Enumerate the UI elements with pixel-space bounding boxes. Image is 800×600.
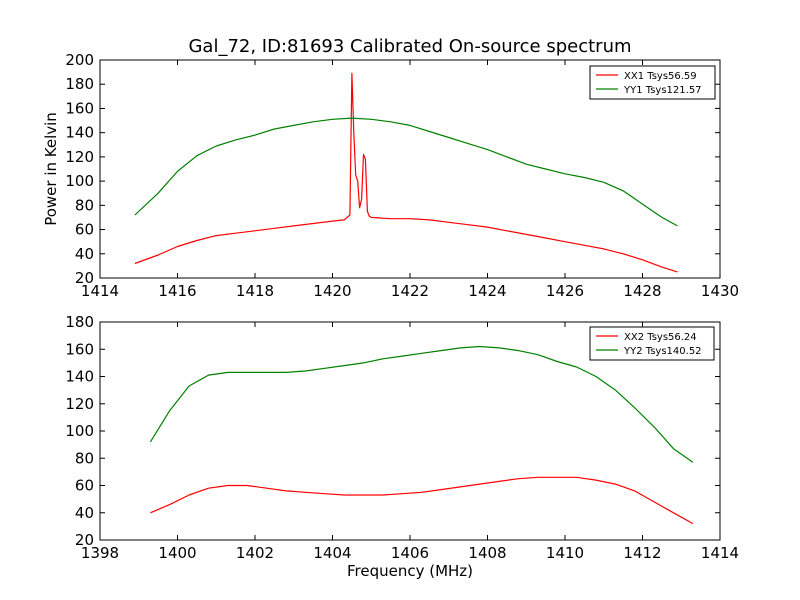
series-line-1-1 (134, 72, 678, 273)
x-tick-label: 1406 (391, 544, 429, 562)
y-tick-label: 120 (65, 395, 94, 413)
y-tick-label: 100 (65, 172, 94, 190)
x-tick-label: 1408 (468, 544, 506, 562)
x-tick-label: 1426 (546, 282, 584, 300)
series-line-2-1 (150, 476, 694, 525)
y-tick-label: 40 (75, 504, 94, 522)
x-tick-label: 1418 (236, 282, 274, 300)
y-tick-label: 160 (65, 99, 94, 117)
x-tick-label: 1404 (313, 544, 351, 562)
x-tick-label: 1400 (158, 544, 196, 562)
x-tick-label: 1428 (623, 282, 661, 300)
y-tick-label: 80 (75, 196, 94, 214)
y-tick-label: 120 (65, 148, 94, 166)
y-tick-label: 140 (65, 368, 94, 386)
chart-panel-1: 1414 1416 1418 1420 1422 1424 1426 1428 1430 20 40… (42, 36, 739, 300)
legend-box (589, 65, 716, 100)
y-tick-label: 140 (65, 124, 94, 142)
x-axis-label: Frequency (MHz) (347, 562, 473, 580)
x-tick-label: 1430 (701, 282, 739, 300)
x-tick-label: 1422 (391, 282, 429, 300)
chart-title: Gal_72, ID:81693 Calibrated On-source sp… (188, 36, 631, 57)
y-tick-label: 180 (65, 313, 94, 331)
y-tick-label: 200 (65, 51, 94, 69)
legend-label: YY2 Tsys140.52 (623, 346, 702, 357)
legend: XX1 Tsys56.59 YY1 Tsys121.57 (589, 65, 716, 100)
x-tick-label: 1402 (236, 544, 274, 562)
y-tick-label: 20 (75, 531, 94, 549)
y-tick-label: 160 (65, 340, 94, 358)
x-tick-label: 1398 (81, 544, 119, 562)
y-tick-label: 20 (75, 269, 94, 287)
y-tick-label: 40 (75, 245, 94, 263)
y-tick-label: 80 (75, 449, 94, 467)
x-tick-label: 1414 (701, 544, 739, 562)
series-line-2-2 (149, 345, 694, 463)
legend: XX2 Tsys56.24 YY2 Tsys140.52 (589, 326, 715, 361)
legend-box (589, 326, 715, 361)
legend-label: XX1 Tsys56.59 (624, 71, 697, 82)
legend-label: XX2 Tsys56.24 (624, 332, 697, 343)
y-tick-label: 100 (65, 422, 94, 440)
x-tick-label: 1416 (158, 282, 196, 300)
x-tick-label: 1424 (468, 282, 506, 300)
chart-panel-2: 1398 1400 1402 1404 1406 1408 1410 1412 1414 20 40… (65, 313, 739, 580)
x-tick-label: 1412 (623, 544, 661, 562)
y-axis-label: Power in Kelvin (42, 112, 60, 226)
y-tick-label: 60 (75, 221, 94, 239)
series-line-1-2 (134, 117, 678, 227)
x-tick-label: 1420 (313, 282, 351, 300)
y-tick-label: 60 (75, 477, 94, 495)
x-tick-label: 1410 (546, 544, 584, 562)
x-tick-label: 1414 (81, 282, 119, 300)
legend-label: YY1 Tsys121.57 (623, 85, 702, 96)
y-tick-label: 180 (65, 75, 94, 93)
